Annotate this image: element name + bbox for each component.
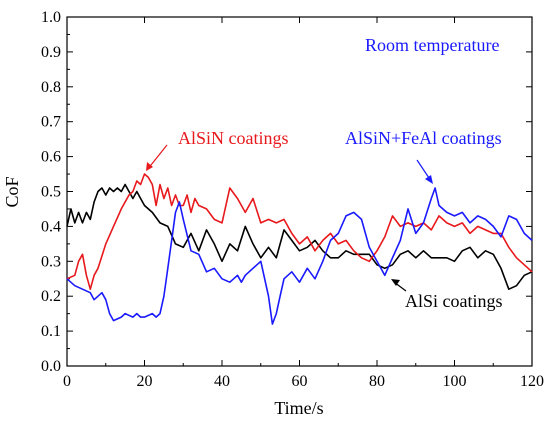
x-tick-label: 20 <box>137 373 153 390</box>
y-tick-label: 0.9 <box>41 44 61 61</box>
y-tick-label: 0.6 <box>41 149 61 166</box>
annotation-alsin: AlSiN coatings <box>178 128 289 148</box>
series-layer <box>66 173 533 325</box>
arrow-alsin-head <box>146 162 153 171</box>
arrow-alsin-feal-head <box>425 175 433 184</box>
y-tick-label: 0.7 <box>41 114 61 131</box>
x-tick-label: 40 <box>214 373 230 390</box>
series-line-alsin-coatings <box>66 173 533 291</box>
y-tick-label: 0.4 <box>41 218 61 235</box>
series-line-alsi-coatings <box>66 183 533 291</box>
annotation-room-temperature: Room temperature <box>365 35 499 55</box>
x-tick-label: 60 <box>292 373 308 390</box>
arrow-alsi-head <box>391 279 400 286</box>
x-tick-label: 0 <box>63 373 71 390</box>
x-axis-ticks: 0 20 40 60 80 100 120 <box>63 17 544 390</box>
x-axis-title: Time/s <box>274 398 323 418</box>
series-line-alsin-feal-coatings <box>66 187 533 325</box>
y-tick-label: 1.0 <box>41 9 61 26</box>
x-tick-label: 120 <box>520 373 544 390</box>
annotation-alsin-feal: AlSiN+FeAl coatings <box>345 128 502 148</box>
annotation-alsi: AlSi coatings <box>405 291 503 311</box>
y-tick-label: 0.3 <box>41 253 61 270</box>
y-tick-label: 0.5 <box>41 184 61 201</box>
y-tick-label: 0.0 <box>41 358 61 375</box>
x-tick-label: 80 <box>369 373 385 390</box>
y-axis-ticks: 0.0 0.1 0.2 0.3 0.4 0.5 0.6 0.7 0.8 0.9 1.0 <box>41 9 532 375</box>
x-tick-label: 100 <box>443 373 467 390</box>
y-tick-label: 0.2 <box>41 288 61 305</box>
y-tick-label: 0.1 <box>41 323 61 340</box>
y-tick-label: 0.8 <box>41 79 61 96</box>
y-axis-title: CoF <box>2 176 22 207</box>
